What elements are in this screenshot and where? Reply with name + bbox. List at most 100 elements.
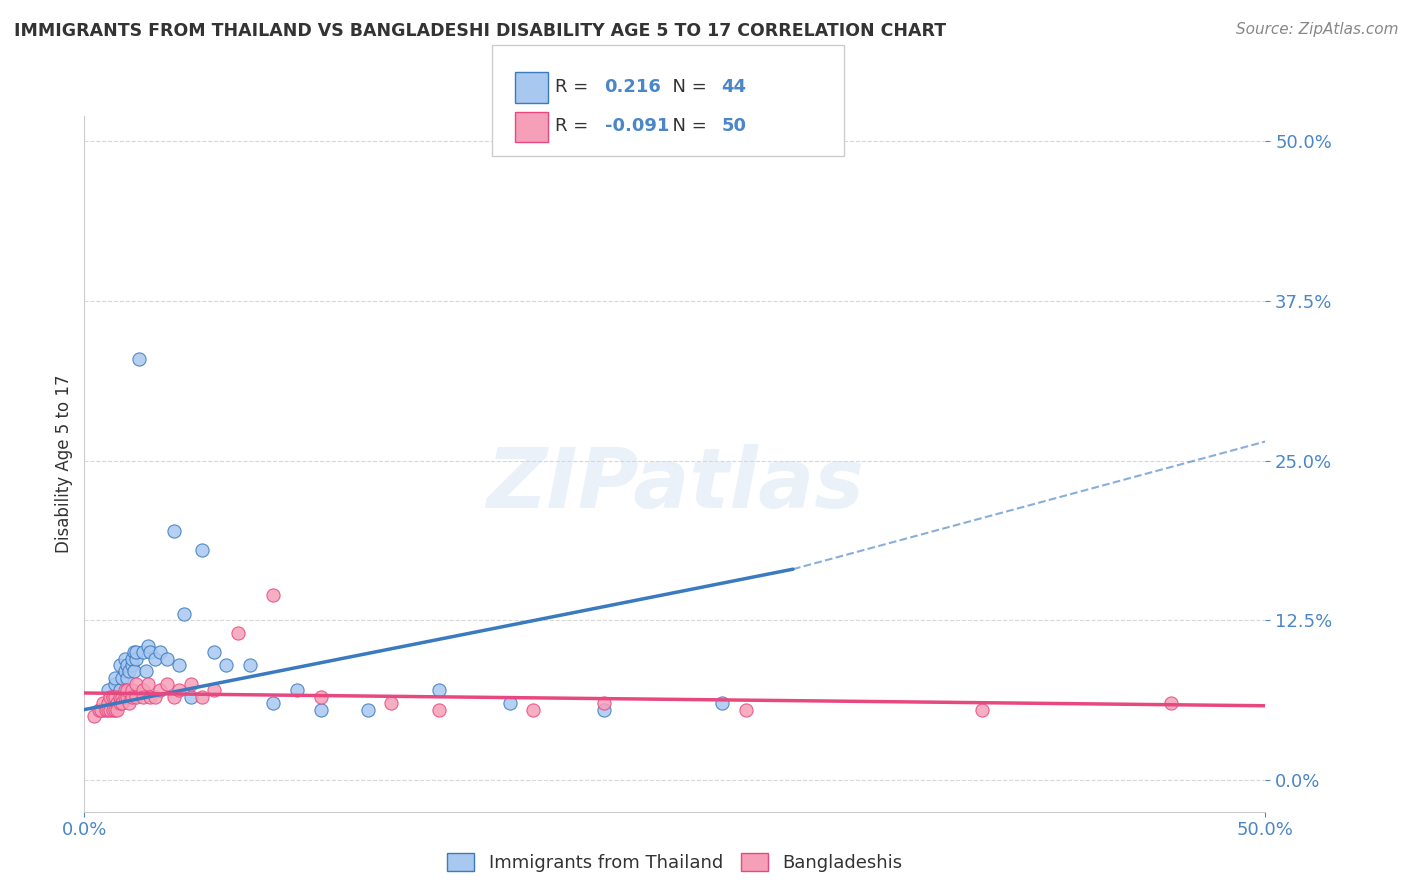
Point	[125, 690, 148, 704]
Point	[118, 665, 141, 679]
Point	[90, 703, 112, 717]
Text: 44: 44	[721, 78, 747, 95]
Point	[114, 683, 136, 698]
Point	[191, 543, 214, 558]
Text: Source: ZipAtlas.com: Source: ZipAtlas.com	[1236, 22, 1399, 37]
Point	[309, 690, 332, 704]
Text: 50: 50	[721, 117, 747, 135]
Text: IMMIGRANTS FROM THAILAND VS BANGLADESHI DISABILITY AGE 5 TO 17 CORRELATION CHART: IMMIGRANTS FROM THAILAND VS BANGLADESHI …	[14, 22, 946, 40]
Point	[83, 709, 105, 723]
Point	[108, 690, 131, 704]
Point	[139, 645, 162, 659]
Point	[262, 588, 284, 602]
Y-axis label: Disability Age 5 to 17: Disability Age 5 to 17	[55, 375, 73, 553]
Text: R =: R =	[555, 78, 595, 95]
Point	[163, 690, 186, 704]
Point	[111, 696, 134, 710]
Text: N =: N =	[661, 78, 713, 95]
Point	[97, 696, 120, 710]
Point	[121, 690, 143, 704]
Text: N =: N =	[661, 117, 713, 135]
Point	[734, 703, 756, 717]
Point	[167, 657, 190, 672]
Point	[139, 690, 162, 704]
Point	[101, 690, 124, 704]
Point	[121, 683, 143, 698]
Point	[309, 703, 332, 717]
Point	[262, 696, 284, 710]
Point	[136, 677, 159, 691]
Point	[149, 683, 172, 698]
Point	[143, 651, 166, 665]
Point	[1160, 696, 1182, 710]
Point	[91, 696, 114, 710]
Point	[285, 683, 308, 698]
Point	[121, 651, 143, 665]
Point	[107, 690, 129, 704]
Point	[104, 703, 127, 717]
Point	[108, 683, 131, 698]
Point	[593, 703, 616, 717]
Point	[107, 703, 129, 717]
Point	[101, 703, 124, 717]
Point	[115, 657, 138, 672]
Point	[357, 703, 380, 717]
Point	[97, 683, 120, 698]
Point	[156, 677, 179, 691]
Point	[121, 657, 143, 672]
Point	[132, 690, 155, 704]
Point	[104, 690, 127, 704]
Point	[135, 665, 157, 679]
Point	[94, 703, 117, 717]
Point	[180, 677, 202, 691]
Point	[111, 690, 134, 704]
Point	[118, 696, 141, 710]
Point	[104, 677, 127, 691]
Point	[149, 645, 172, 659]
Point	[98, 690, 121, 704]
Point	[202, 683, 225, 698]
Point	[970, 703, 993, 717]
Point	[593, 696, 616, 710]
Point	[143, 690, 166, 704]
Point	[191, 690, 214, 704]
Point	[97, 703, 120, 717]
Point	[114, 665, 136, 679]
Text: ZIPatlas: ZIPatlas	[486, 444, 863, 525]
Point	[132, 645, 155, 659]
Point	[427, 703, 450, 717]
Text: 0.216: 0.216	[605, 78, 661, 95]
Point	[128, 351, 150, 366]
Point	[180, 690, 202, 704]
Point	[111, 671, 134, 685]
Point	[98, 703, 121, 717]
Point	[87, 703, 110, 717]
Point	[122, 645, 145, 659]
Point	[114, 690, 136, 704]
Text: -0.091: -0.091	[605, 117, 669, 135]
Point	[91, 703, 114, 717]
Point	[215, 657, 238, 672]
Point	[107, 696, 129, 710]
Point	[101, 690, 124, 704]
Point	[522, 703, 544, 717]
Point	[115, 671, 138, 685]
Point	[125, 677, 148, 691]
Legend: Immigrants from Thailand, Bangladeshis: Immigrants from Thailand, Bangladeshis	[440, 846, 910, 880]
Point	[202, 645, 225, 659]
Point	[163, 524, 186, 538]
Point	[115, 683, 138, 698]
Point	[108, 657, 131, 672]
Point	[125, 651, 148, 665]
Point	[108, 696, 131, 710]
Point	[104, 671, 127, 685]
Point	[711, 696, 734, 710]
Point	[380, 696, 402, 710]
Point	[167, 683, 190, 698]
Point	[115, 690, 138, 704]
Point	[173, 607, 195, 621]
Point	[239, 657, 262, 672]
Point	[122, 665, 145, 679]
Point	[114, 651, 136, 665]
Point	[156, 651, 179, 665]
